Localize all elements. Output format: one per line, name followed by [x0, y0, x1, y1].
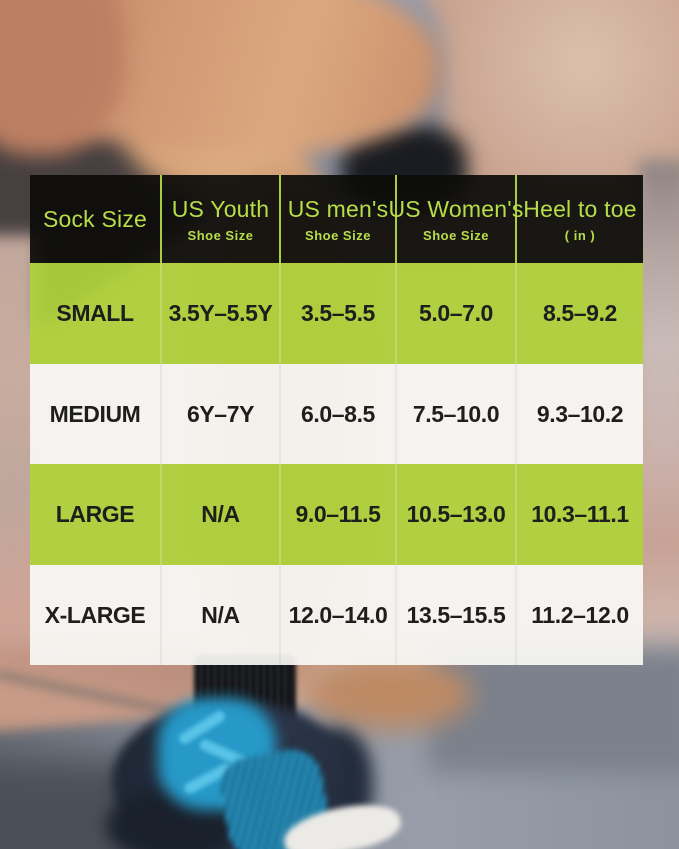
photo-tshirt [298, 0, 443, 200]
photo-shoe-upper [112, 703, 342, 849]
table-row-x-large: X-LARGE N/A 12.0–14.0 13.5–15.5 11.2–12.… [30, 565, 643, 665]
photo-shoe-mesh-panel [215, 744, 335, 849]
cell-youth: 6Y–7Y [162, 364, 281, 464]
photo-hand [0, 0, 125, 155]
header-cell-us-womens: US Women's Shoe Size [388, 175, 523, 263]
header-cell-us-youth: US Youth Shoe Size [162, 175, 281, 263]
cell-size: X-LARGE [30, 565, 162, 665]
photo-shoe-midsole [279, 796, 405, 849]
cell-heel-to-toe: 11.2–12.0 [531, 601, 629, 628]
photo-shoe-lace-strand [177, 709, 227, 746]
sock-size-chart: Sock Size US Youth Shoe Size US men's Sh… [30, 175, 643, 665]
photo-sock-ribbing [200, 657, 290, 757]
cell-heel-to-toe: 9.3–10.2 [536, 400, 624, 427]
photo-mat-dark-corner [0, 758, 265, 849]
header-title: US Women's [388, 195, 524, 222]
cell-mens: 3.5–5.5 [281, 263, 397, 364]
photo-mat-upper-right [428, 648, 679, 773]
cell-womens: 5.0–7.0 [397, 263, 517, 364]
cell-size: LARGE [30, 464, 162, 565]
photo-sock-ankle [200, 718, 331, 817]
photo-sock [194, 655, 296, 767]
header-subtitle: Shoe Size [423, 227, 489, 243]
header-title: US men's [287, 195, 389, 222]
cell-mens: 6.0–8.5 [281, 364, 397, 464]
header-subtitle: ( in ) [564, 227, 596, 243]
header-title: Heel to toe [523, 195, 637, 222]
header-subtitle: Shoe Size [187, 227, 254, 243]
photo-shoe-lace-strand [182, 761, 234, 796]
header-subtitle: Shoe Size [305, 227, 371, 243]
header-title: Sock Size [42, 205, 148, 232]
photo-shoe-heel [298, 728, 373, 843]
cell-size: MEDIUM [30, 364, 162, 464]
cell-womens: 7.5–10.0 [397, 364, 517, 464]
cell-womens: 10.5–13.0 [397, 464, 517, 565]
cell-heel-to-toe: 8.5–9.2 [543, 300, 617, 326]
photo-forearm [0, 0, 450, 176]
header-title: US Youth [171, 195, 270, 222]
cell-size: SMALL [30, 263, 162, 364]
photo-shoe-lace-strand [198, 737, 250, 770]
cell-heel-to-toe: 10.3–11.1 [531, 501, 629, 527]
photo-blurred-foot [308, 658, 473, 730]
table-row-small: SMALL 3.5Y–5.5Y 3.5–5.5 5.0–7.0 8.5–9.2 [30, 263, 643, 364]
cell-mens: 12.0–14.0 [281, 565, 397, 665]
cell-youth: N/A [162, 464, 281, 565]
photo-right-strip [638, 160, 679, 690]
photo-brick-pavement [0, 648, 205, 793]
header-cell-sock-size: Sock Size [30, 175, 162, 263]
header-cell-us-mens: US men's Shoe Size [281, 175, 397, 263]
cell-youth: 3.5Y–5.5Y [162, 263, 281, 364]
photo-shoe-toe [106, 788, 241, 849]
header-cell-heel-to-toe: Heel to toe ( in ) [517, 175, 643, 263]
cell-mens: 9.0–11.5 [281, 464, 397, 565]
photo-pavement-grout-line [0, 670, 204, 722]
table-row-large: LARGE N/A 9.0–11.5 10.5–13.0 10.3–11.1 [30, 464, 643, 565]
cell-womens: 13.5–15.5 [397, 565, 517, 665]
header-row: Sock Size US Youth Shoe Size US men's Sh… [30, 175, 643, 263]
table-row-medium: MEDIUM 6Y–7Y 6.0–8.5 7.5–10.0 9.3–10.2 [30, 364, 643, 464]
photo-shoe-laces [158, 698, 276, 810]
cell-youth: N/A [162, 565, 281, 665]
photo-yoga-mat [0, 668, 679, 849]
